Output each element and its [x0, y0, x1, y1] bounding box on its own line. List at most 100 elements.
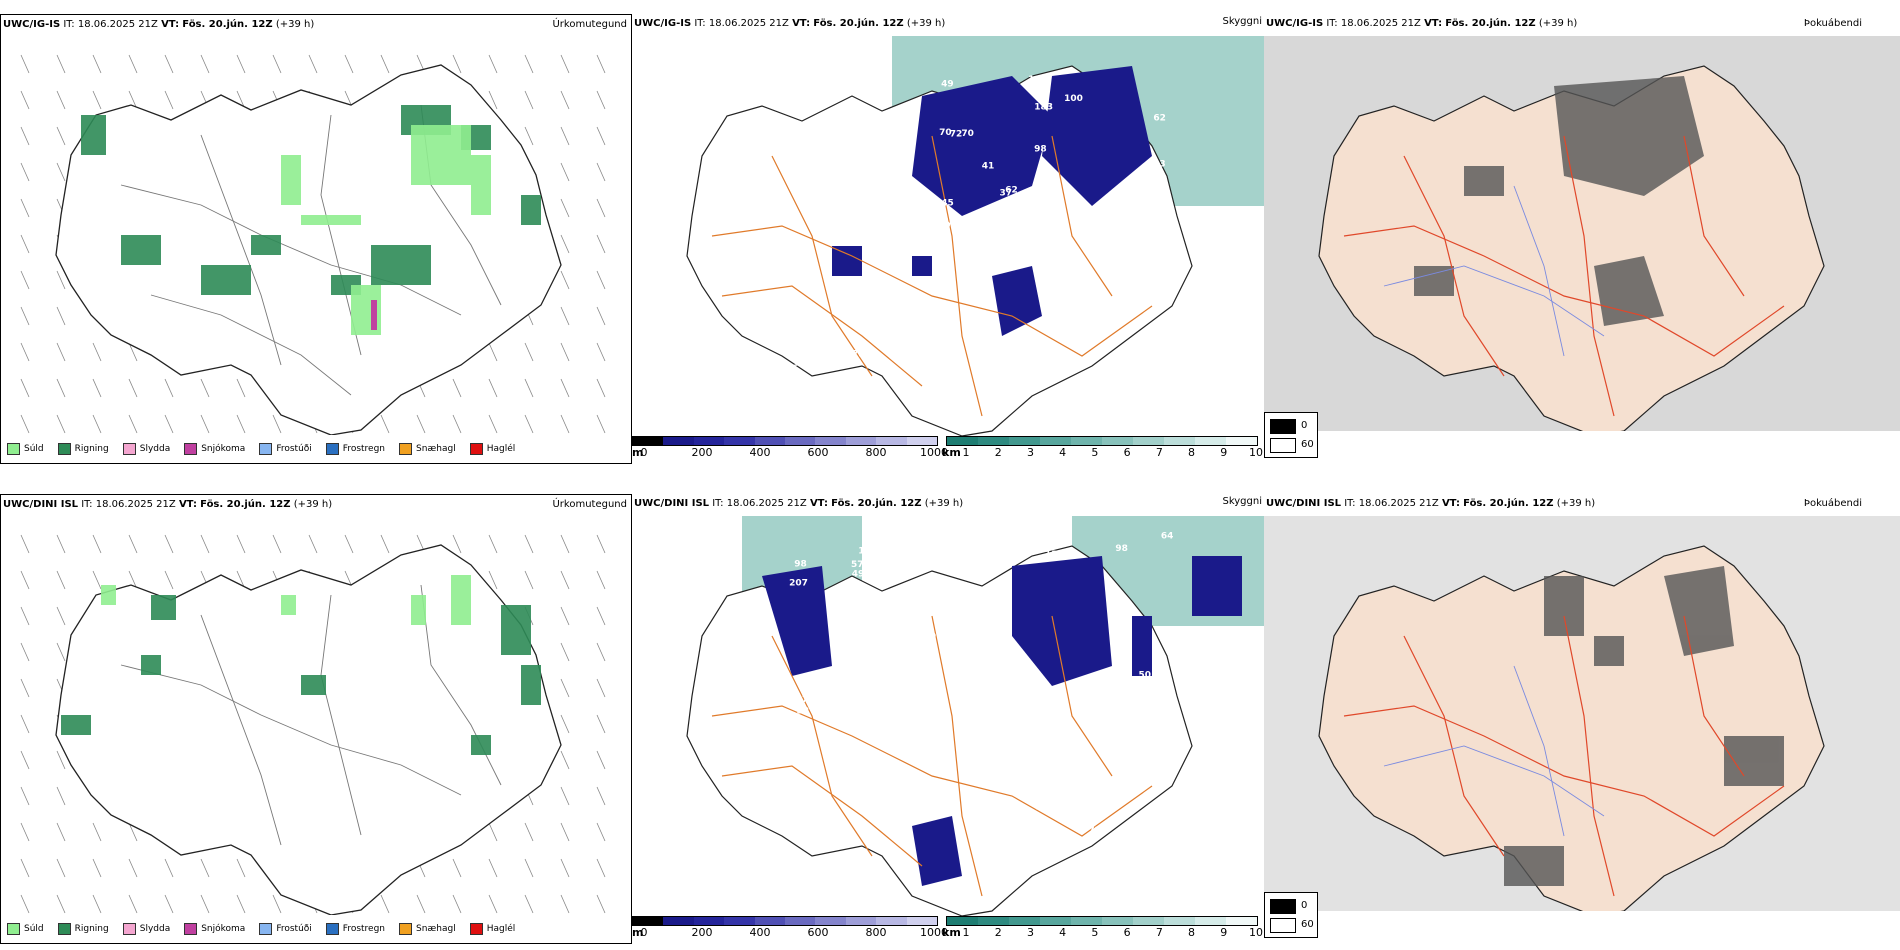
colorbar-segment — [1133, 437, 1164, 445]
fog-swatch — [1270, 419, 1296, 434]
colorbar-tick-label: 400 — [749, 926, 771, 939]
cloud-base-value-label: 164 — [1028, 75, 1047, 85]
colorbar-tick-label: 6 — [1123, 446, 1131, 459]
run-info-header: UWC/DINI ISL IT: 18.06.2025 21Z VT: Fös.… — [1266, 498, 1596, 509]
colorbar-segment — [724, 917, 755, 925]
colorbar-tick-label: 600 — [807, 446, 829, 459]
colorbar-segment — [633, 437, 664, 445]
cloud-base-value-label: 32 — [797, 707, 810, 717]
run-info-header: UWC/DINI ISL IT: 18.06.2025 21Z VT: Fös.… — [3, 499, 333, 510]
cloud-base-value-label: 46 — [772, 189, 785, 199]
colorbar-tick-label: 1 — [962, 446, 970, 459]
cloud-base-value-label: 98 — [1115, 544, 1128, 554]
legend-swatch — [122, 923, 136, 935]
colorbar-segment — [906, 917, 938, 925]
colorbar-segment — [1164, 437, 1195, 445]
fog-indicator-panel-bottom: UWC/DINI ISL IT: 18.06.2025 21Z VT: Fös.… — [1264, 494, 1900, 944]
legend-swatch — [325, 443, 339, 455]
legend-item: Snjókoma — [184, 443, 245, 455]
colorbar-segment — [978, 437, 1009, 445]
precip-map — [20, 534, 606, 915]
colorbar-strip — [946, 436, 1258, 446]
fog-map — [1264, 516, 1900, 911]
cloud-base-value-label: 207 — [789, 579, 808, 589]
colorbar-ticks: 1 2 3 4 5 6 7 8 9 10 — [962, 446, 1264, 460]
cloud-base-value-label: 137 — [1045, 550, 1064, 560]
colorbar-tick-label: 200 — [691, 446, 713, 459]
legend-swatch — [57, 923, 71, 935]
legend-item: Rigning — [57, 923, 109, 935]
cloud-base-value-label: 257 — [789, 695, 808, 705]
cloud-base-value-label: 48 — [1038, 269, 1051, 279]
colorbar-segment — [724, 437, 755, 445]
colorbar-tick-label: 800 — [865, 926, 887, 939]
cloud-base-value-label: 47 — [919, 628, 932, 638]
legend-item: Slydda — [122, 923, 170, 935]
cloud-base-value-label: 87 — [1125, 711, 1138, 721]
fog-legend-label: 0 — [1301, 900, 1308, 911]
colorbar-strip — [632, 436, 938, 446]
cloud-base-value-label: 98 — [1034, 144, 1047, 154]
colorbar-segment — [815, 917, 846, 925]
visibility-colorbar: km 1 2 3 4 5 6 7 8 9 10 — [942, 916, 1263, 944]
cloud-base-value-label: 74 — [809, 125, 822, 135]
colorbar-segment — [1071, 917, 1102, 925]
cloud-base-value-label: 183 — [1034, 103, 1053, 113]
legend-item: Frostúði — [259, 443, 312, 455]
legend-swatch — [399, 923, 413, 935]
colorbar-tick-label: 10 — [1249, 446, 1263, 459]
run-info-header: UWC/DINI ISL IT: 18.06.2025 21Z VT: Fös.… — [634, 498, 964, 509]
cloud-base-value-label: 60 — [863, 129, 876, 139]
precip-legend: Súld Rigning Slydda Snjókoma Frostúði Fr… — [7, 923, 529, 935]
colorbar-unit: km — [942, 926, 961, 939]
colorbar-tick-label: 3 — [1026, 926, 1034, 939]
legend-item: Slydda — [122, 443, 170, 455]
cloud-base-value-label: 44 — [824, 384, 837, 394]
colorbar-segment — [947, 917, 978, 925]
cloud-base-value-label: 6 — [1078, 680, 1084, 690]
cloud-base-value-label: 55 — [928, 236, 941, 246]
legend-swatch — [184, 923, 198, 935]
panel-title: Úrkomutegund — [552, 499, 627, 510]
cloud-base-value-label: 73 — [852, 350, 865, 360]
panel-title: Úrkomutegund — [552, 19, 627, 30]
cloud-base-value-label: 609 — [1058, 725, 1077, 735]
cloud-base-value-label: 39 — [938, 221, 951, 231]
colorbar-segment — [1133, 917, 1164, 925]
colorbar-tick-label: 600 — [807, 926, 829, 939]
legend-item: Frostúði — [259, 923, 312, 935]
cloud-base-value-label: 45 — [941, 198, 954, 208]
colorbar-tick-label: 8 — [1188, 446, 1196, 459]
colorbar-segment — [1009, 917, 1040, 925]
colorbar-unit: m — [632, 446, 644, 459]
colorbar-segment — [876, 917, 907, 925]
legend-item: Snjókoma — [184, 923, 245, 935]
legend-item: Súld — [7, 923, 44, 935]
colorbar-strip — [946, 916, 1258, 926]
fog-indicator-panel-top: UWC/IG-IS IT: 18.06.2025 21Z VT: Fös. 20… — [1264, 14, 1900, 464]
cloud-base-value-label: 98 — [794, 559, 807, 569]
colorbar-tick-label: 1 — [962, 926, 970, 939]
cloud-base-value-label: 13 — [1153, 159, 1166, 169]
panel-title: Skyggni — [1222, 16, 1262, 27]
cloud-base-value-label: 52 — [1136, 830, 1149, 840]
precip-type-panel-bottom: UWC/DINI ISL IT: 18.06.2025 21Z VT: Fös.… — [0, 494, 632, 944]
cloud-base-value-label: 163 — [858, 547, 877, 557]
colorbar-segment — [1195, 917, 1226, 925]
colorbar-segment — [754, 437, 786, 445]
cloud-base-value-label: 42 — [826, 66, 839, 76]
cloud-base-value-label: 57 — [851, 560, 864, 570]
cloud-base-value-label: 62 — [1153, 113, 1166, 123]
precip-legend: Súld Rigning Slydda Snjókoma Frostúði Fr… — [7, 443, 529, 455]
cloud-base-value-label: 37 — [1000, 189, 1013, 199]
legend-swatch — [259, 443, 273, 455]
colorbar-segment — [1195, 437, 1226, 445]
cloud-base-value-label: 35 — [893, 661, 906, 671]
legend-swatch — [259, 923, 273, 935]
cloud-base-value-label: 772 — [1082, 826, 1101, 836]
legend-item: Frostregn — [325, 443, 385, 455]
colorbar-segment — [1102, 917, 1133, 925]
legend-swatch — [7, 923, 20, 935]
cloud-visibility-map: 609 87 575 163 49 772 14 137 117 321 207 257 98 52 65 5… — [686, 516, 1264, 917]
cloud-base-value-label: 40 — [785, 348, 798, 358]
